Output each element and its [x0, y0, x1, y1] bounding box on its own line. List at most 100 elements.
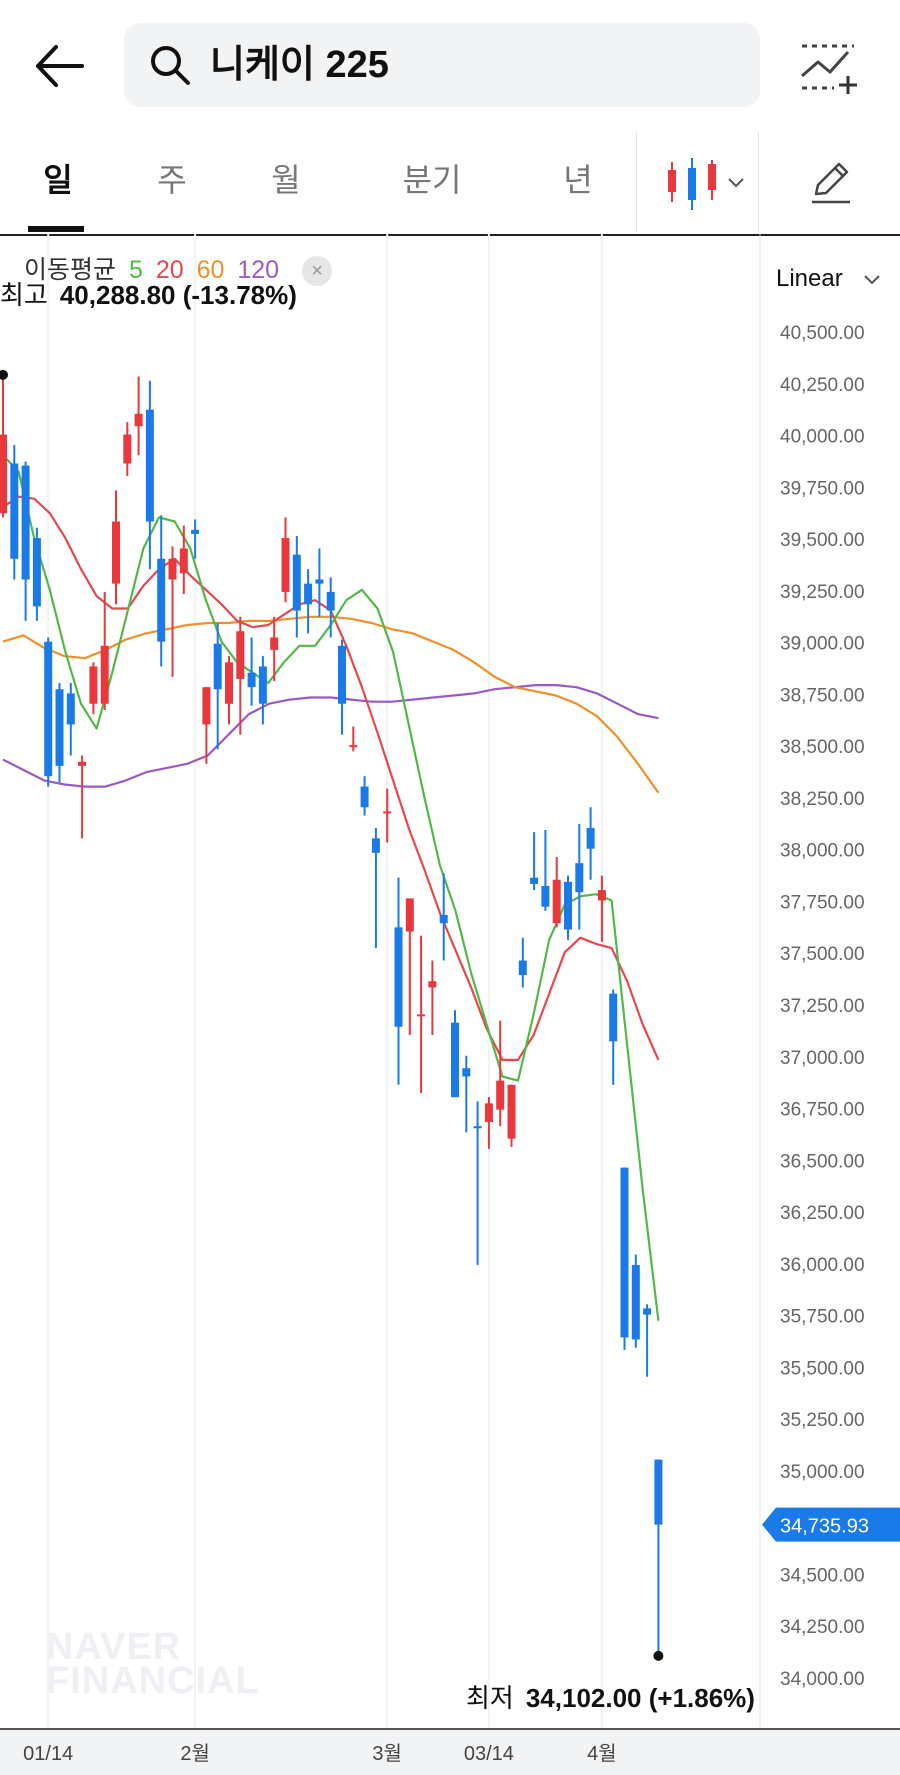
candle-body [304, 583, 313, 605]
add-indicator-button[interactable] [796, 40, 860, 96]
candle [10, 444, 19, 580]
candle [383, 788, 392, 843]
search-box[interactable]: 니케이 225 [124, 23, 760, 107]
y-tick-label: 34,250.00 [780, 1617, 865, 1638]
x-tick-label: 3월 [372, 1742, 402, 1765]
ma120-line [2, 684, 659, 788]
candle [100, 591, 109, 710]
y-tick-label: 37,000.00 [780, 1048, 865, 1069]
candle [428, 960, 437, 1036]
y-tick-label: 38,250.00 [780, 789, 865, 810]
candle [326, 577, 335, 638]
candle-body [530, 877, 539, 884]
candle-body [134, 413, 143, 427]
candle-body [168, 558, 177, 580]
current-price-tag: 34,735.93 [762, 1507, 900, 1542]
candle-body [428, 981, 437, 988]
candle [202, 687, 211, 764]
candle-body [100, 645, 109, 704]
tab-month[interactable]: 월 [271, 162, 301, 198]
candle-body [179, 548, 188, 574]
candle [338, 639, 346, 735]
draw-tool-button[interactable] [760, 132, 900, 232]
y-tick-label: 35,000.00 [780, 1462, 865, 1483]
tab-year[interactable]: 년 [563, 162, 593, 198]
candle-body [258, 666, 267, 704]
candle [145, 380, 154, 570]
low-marker [653, 1650, 664, 1661]
candle-body [597, 890, 606, 901]
candle [236, 616, 245, 735]
high-price-label: 최고 40,288.80 (-13.78%) [0, 278, 297, 312]
candle-body [451, 1022, 459, 1098]
price-chart[interactable]: NAVER FINANCIAL 40,500.00 40,250.00 40,000… [0, 234, 900, 1728]
candle-body [349, 745, 358, 748]
candle [304, 569, 313, 634]
candle [484, 1097, 493, 1149]
current-price-badge [762, 1507, 900, 1542]
chart-line-plus-icon [801, 44, 857, 94]
scale-select[interactable]: Linear [776, 262, 881, 296]
candle-body [484, 1103, 493, 1123]
watermark-line2: FINANCIAL [46, 1660, 260, 1702]
tab-quarter[interactable]: 분기 [402, 162, 462, 198]
close-icon[interactable]: × [302, 256, 333, 287]
candle [439, 873, 448, 961]
tab-day[interactable]: 일 [43, 162, 73, 198]
candle [371, 827, 380, 949]
candle [21, 461, 30, 621]
candlestick-chart[interactable]: 40,500.00 40,250.00 40,000.00 39,750.00 39,5… [0, 234, 900, 1728]
divider [636, 132, 637, 232]
y-tick-label: 36,000.00 [780, 1255, 865, 1276]
active-tab-indicator [28, 226, 84, 232]
ma120-label: 120 [237, 256, 280, 284]
candle [66, 683, 75, 756]
y-tick-label: 39,000.00 [780, 634, 865, 655]
candle [247, 637, 256, 706]
y-tick-label: 39,250.00 [780, 582, 865, 603]
back-button[interactable] [30, 36, 90, 96]
candle [564, 875, 572, 940]
y-tick-label: 35,500.00 [780, 1358, 865, 1379]
candle-body [236, 631, 245, 679]
candle-body [417, 1014, 426, 1017]
candle [496, 1020, 505, 1127]
candle-body [225, 662, 233, 704]
candle-body [78, 761, 87, 766]
candle [631, 1254, 640, 1348]
candle-body [270, 637, 279, 650]
divider [758, 132, 759, 232]
y-tick-label: 38,750.00 [780, 685, 865, 706]
candle [597, 875, 606, 942]
candle-body [123, 434, 132, 464]
chart-grid [47, 234, 761, 1728]
tab-week[interactable]: 주 [157, 162, 187, 198]
candle [394, 877, 403, 1085]
y-tick-label: 39,500.00 [780, 530, 865, 551]
candle-body [552, 879, 561, 924]
chevron-down-icon [864, 275, 881, 285]
candle [575, 823, 584, 930]
candle-body [360, 786, 369, 808]
candle [360, 776, 369, 816]
y-tick-label: 40,500.00 [780, 323, 865, 344]
header: 니케이 225 [0, 0, 900, 132]
candle [55, 683, 64, 783]
watermark-line1: NAVER [46, 1626, 182, 1668]
x-tick-label: 01/14 [23, 1743, 73, 1765]
scale-label: Linear [776, 265, 843, 292]
candle-body [326, 591, 335, 611]
y-tick-label: 35,250.00 [780, 1410, 865, 1431]
candle-body [518, 960, 527, 976]
candle [78, 755, 87, 839]
chart-type-button[interactable] [640, 132, 758, 232]
x-tick-label: 2월 [180, 1742, 210, 1765]
search-icon [151, 46, 190, 85]
candle-body [202, 687, 211, 725]
candle [620, 1167, 629, 1350]
candle-body [292, 554, 301, 611]
candle [654, 1459, 663, 1656]
candlestick-icon [668, 158, 716, 210]
y-tick-label: 36,500.00 [780, 1151, 865, 1172]
candle-body [462, 1068, 471, 1077]
